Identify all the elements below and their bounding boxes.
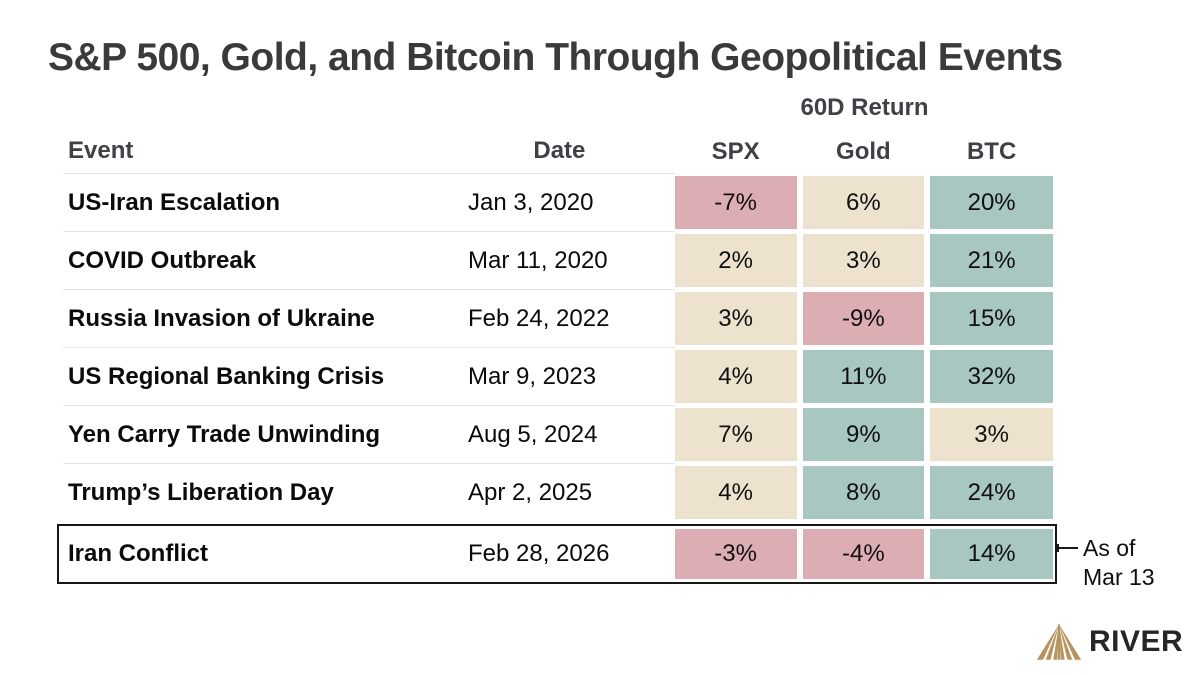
annotation-connector-line: [1057, 544, 1078, 552]
gold-return-cell: 3%: [802, 234, 925, 287]
event-name: US-Iran Escalation: [68, 188, 281, 216]
highlighted-row-box: Iran Conflict Feb 28, 2026 -3% -4% 14%: [57, 524, 1057, 584]
column-header-gold: Gold: [836, 138, 891, 165]
btc-return-cell: 21%: [930, 234, 1053, 287]
event-date: Aug 5, 2024: [468, 420, 598, 448]
spx-return-cell: -3%: [674, 529, 797, 579]
table-header-row: Event Date SPX Gold BTC: [63, 134, 1053, 174]
event-date: Apr 2, 2025: [468, 479, 593, 506]
as-of-line1: As of: [1083, 535, 1136, 561]
spx-return-cell: 2%: [674, 234, 797, 287]
group-header-60d-return: 60D Return: [800, 94, 929, 121]
column-header-spx: SPX: [711, 138, 760, 165]
as-of-line2: Mar 13: [1083, 564, 1155, 590]
gold-return-cell: 8%: [802, 466, 925, 519]
column-header-event: Event: [68, 137, 134, 164]
river-wordmark: RIVER: [1089, 625, 1184, 658]
spx-return-cell: 7%: [674, 408, 797, 461]
table-row: COVID Outbreak Mar 11, 2020 2% 3% 21%: [63, 232, 1053, 290]
gold-return-cell: -4%: [802, 529, 925, 579]
header-left-columns: Event Date: [63, 134, 675, 174]
table-row-highlighted: Iran Conflict Feb 28, 2026 -3% -4% 14%: [63, 526, 1053, 582]
event-name: COVID Outbreak: [68, 246, 257, 274]
event-name: Yen Carry Trade Unwinding: [68, 420, 381, 448]
event-date: Feb 24, 2022: [468, 304, 610, 332]
table-row: Russia Invasion of Ukraine Feb 24, 2022 …: [63, 290, 1053, 348]
river-rays-icon: [1036, 624, 1082, 660]
event-name: US Regional Banking Crisis: [68, 362, 385, 390]
event-name: Russia Invasion of Ukraine: [68, 304, 375, 332]
event-date: Jan 3, 2020: [468, 188, 594, 216]
table-row: Trump’s Liberation Day Apr 2, 2025 4% 8%…: [63, 464, 1053, 522]
gold-return-cell: 6%: [802, 176, 925, 229]
table-row: Yen Carry Trade Unwinding Aug 5, 2024 7%…: [63, 406, 1053, 464]
btc-return-cell: 32%: [930, 350, 1053, 403]
gold-return-cell: -9%: [802, 292, 925, 345]
btc-return-cell: 15%: [930, 292, 1053, 345]
spx-return-cell: 4%: [674, 350, 797, 403]
spx-return-cell: 4%: [674, 466, 797, 519]
event-date: Mar 11, 2020: [468, 246, 608, 274]
events-table: 60D Return Event Date SPX Gold BTC US-Ir…: [57, 94, 1057, 584]
table-row: US Regional Banking Crisis Mar 9, 2023 4…: [63, 348, 1053, 406]
btc-return-cell: 20%: [930, 176, 1053, 229]
event-name: Iran Conflict: [68, 540, 209, 567]
column-header-btc: BTC: [966, 138, 1017, 165]
gold-return-cell: 11%: [802, 350, 925, 403]
btc-return-cell: 14%: [930, 529, 1053, 579]
column-header-date: Date: [533, 137, 586, 164]
page-title: S&P 500, Gold, and Bitcoin Through Geopo…: [48, 36, 1063, 79]
btc-return-cell: 3%: [930, 408, 1053, 461]
event-date: Feb 28, 2026: [468, 540, 610, 567]
spx-return-cell: 3%: [674, 292, 797, 345]
gold-return-cell: 9%: [802, 408, 925, 461]
event-name: Trump’s Liberation Day: [68, 479, 334, 506]
spx-return-cell: -7%: [674, 176, 797, 229]
event-date: Mar 9, 2023: [468, 362, 597, 390]
table-row: US-Iran Escalation Jan 3, 2020 -7% 6% 20…: [63, 174, 1053, 232]
river-logo: RIVER: [1036, 622, 1183, 662]
btc-return-cell: 24%: [930, 466, 1053, 519]
as-of-annotation: As of Mar 13: [1083, 534, 1155, 592]
